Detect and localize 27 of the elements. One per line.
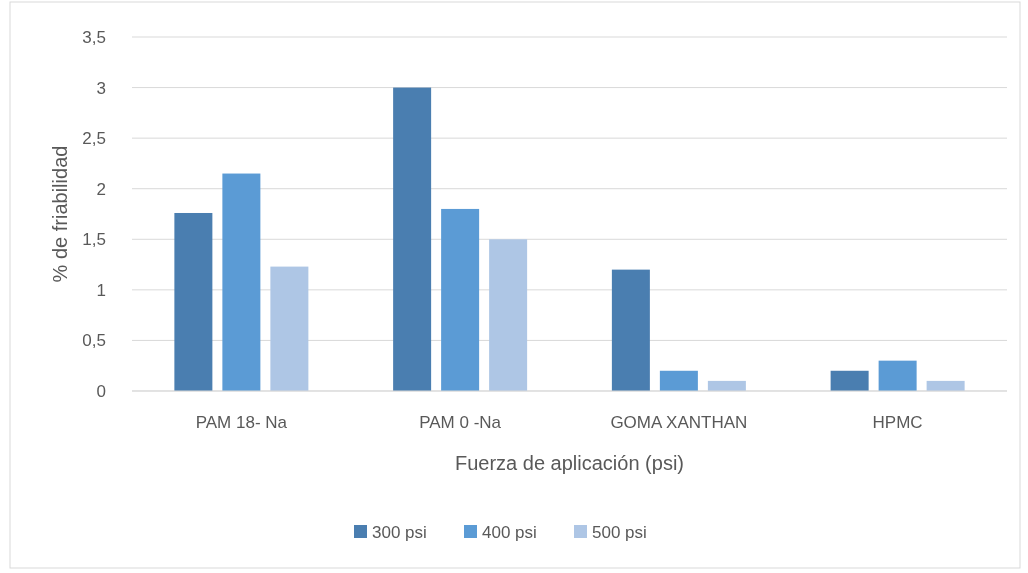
bar [270, 266, 309, 391]
y-axis-title: % de friabilidad [49, 145, 71, 283]
y-tick-label: 0,5 [82, 331, 106, 351]
bar [611, 269, 650, 391]
legend-label: 500 psi [592, 522, 647, 542]
y-tick-label: 0 [96, 381, 106, 401]
y-tick-label: 2,5 [82, 129, 106, 149]
bar [659, 370, 698, 391]
y-tick-label: 3 [96, 78, 106, 98]
x-axis-title: Fuerza de aplicación (psi) [455, 452, 684, 474]
bar [222, 173, 261, 391]
legend-label: 400 psi [482, 522, 537, 542]
legend-label: 300 psi [372, 522, 427, 542]
bar [174, 212, 213, 391]
x-tick-label: HPMC [872, 413, 923, 432]
y-tick-label: 2 [96, 179, 106, 199]
x-tick-label: PAM 18- Na [195, 413, 288, 432]
bar [441, 208, 480, 391]
bar [489, 239, 528, 391]
y-tick-label: 3,5 [82, 27, 106, 47]
bar [393, 87, 432, 391]
x-tick-label: GOMA XANTHAN [610, 413, 748, 432]
y-tick-label: 1 [96, 280, 106, 300]
y-tick-label: 1,5 [82, 230, 106, 250]
bar [830, 370, 869, 391]
x-tick-label: PAM 0 -Na [419, 413, 502, 432]
bar [878, 360, 917, 391]
